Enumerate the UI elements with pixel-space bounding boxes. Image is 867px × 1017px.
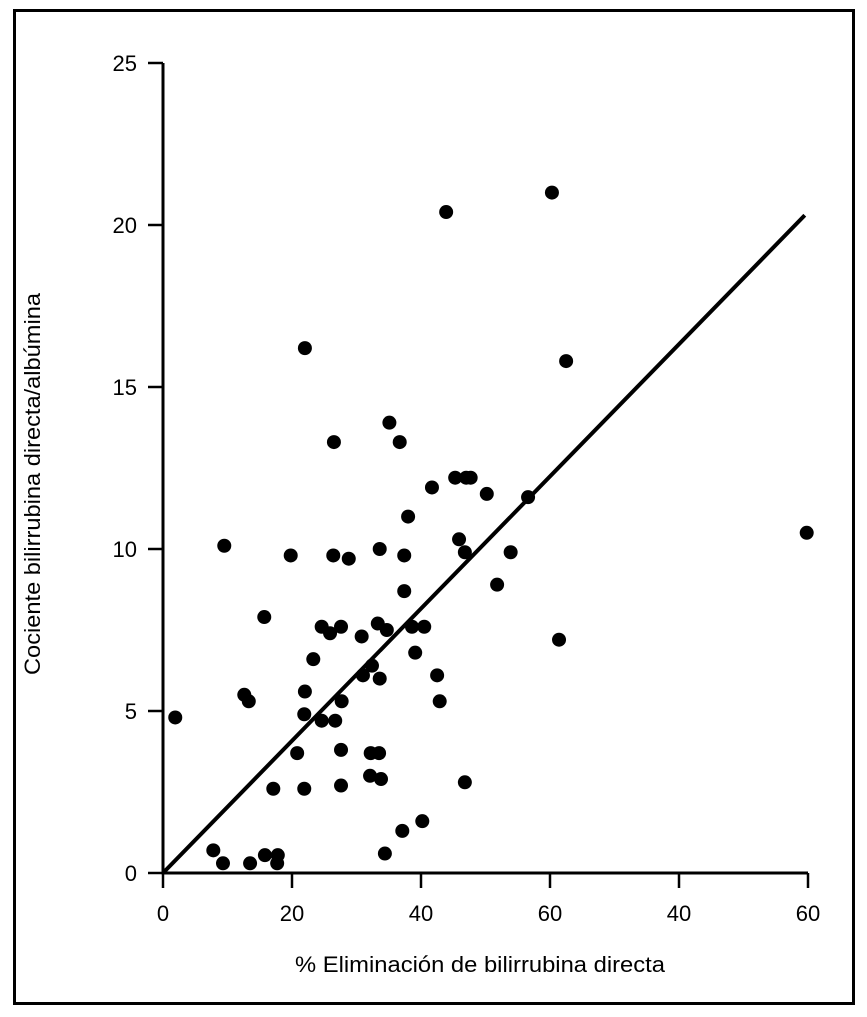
data-point — [417, 619, 432, 634]
data-point — [241, 694, 256, 709]
data-point — [392, 435, 407, 450]
data-point — [374, 772, 389, 787]
data-point — [297, 781, 312, 796]
data-point — [334, 619, 349, 634]
data-point — [397, 584, 412, 599]
data-point — [326, 548, 341, 563]
data-point — [257, 610, 272, 625]
data-point — [372, 671, 387, 686]
data-point — [377, 846, 392, 861]
data-point — [206, 843, 221, 858]
data-point — [372, 746, 387, 761]
x-tick-label: 60 — [538, 901, 562, 926]
data-point — [266, 781, 281, 796]
data-point — [448, 470, 463, 485]
x-tick-label: 60 — [796, 901, 820, 926]
data-point — [397, 548, 412, 563]
data-point — [323, 626, 338, 641]
data-point — [334, 742, 349, 757]
data-points — [168, 185, 814, 871]
regression-line — [161, 213, 807, 875]
data-point — [326, 435, 341, 450]
data-point — [452, 532, 467, 547]
y-tick-label: 15 — [113, 375, 137, 400]
x-tick-label: 40 — [667, 901, 691, 926]
data-point — [215, 856, 230, 871]
data-point — [354, 629, 369, 644]
data-point — [490, 577, 505, 592]
data-point — [457, 775, 472, 790]
data-point — [297, 341, 312, 356]
y-tick-label: 5 — [125, 699, 137, 724]
data-point — [432, 694, 447, 709]
data-point — [382, 415, 397, 430]
x-tick-label: 20 — [280, 901, 304, 926]
data-point — [363, 768, 378, 783]
data-point — [334, 694, 349, 709]
data-point — [424, 480, 439, 495]
data-point — [334, 778, 349, 793]
data-point — [457, 545, 472, 560]
data-point — [430, 668, 445, 683]
y-tick-label: 20 — [113, 213, 137, 238]
data-point — [290, 746, 305, 761]
data-point — [401, 509, 416, 524]
x-axis-label: % Eliminación de bilirrubina directa — [295, 952, 666, 977]
data-point — [408, 645, 423, 660]
data-point — [341, 551, 356, 566]
data-point — [270, 856, 285, 871]
data-point — [479, 486, 494, 501]
data-point — [559, 354, 574, 369]
y-tick-label: 10 — [113, 537, 137, 562]
data-point — [395, 823, 410, 838]
data-point — [415, 814, 430, 829]
data-point — [243, 856, 258, 871]
data-point — [306, 652, 321, 667]
data-point — [257, 848, 272, 863]
x-tick-label: 40 — [409, 901, 433, 926]
data-point — [328, 713, 343, 728]
data-point — [503, 545, 518, 560]
data-point — [552, 632, 567, 647]
data-point — [463, 470, 478, 485]
data-point — [439, 205, 454, 220]
data-point — [372, 542, 387, 556]
data-point — [314, 713, 329, 728]
y-tick-label: 0 — [125, 861, 137, 886]
chart-frame — [13, 9, 855, 1005]
data-point — [297, 684, 312, 699]
ticks: 0 20 40 60 40 60 0 5 10 15 20 25 — [113, 51, 821, 926]
data-point — [799, 525, 814, 540]
axes — [161, 63, 808, 875]
y-tick-label: 25 — [113, 51, 137, 76]
y-axis-label: Cociente bilirrubina directa/albúmina — [20, 292, 45, 675]
data-point — [544, 185, 559, 200]
data-point — [217, 538, 232, 553]
data-point — [297, 707, 312, 722]
x-tick-label: 0 — [157, 901, 169, 926]
data-point — [379, 623, 394, 637]
data-point — [283, 548, 298, 563]
data-point — [168, 710, 183, 725]
